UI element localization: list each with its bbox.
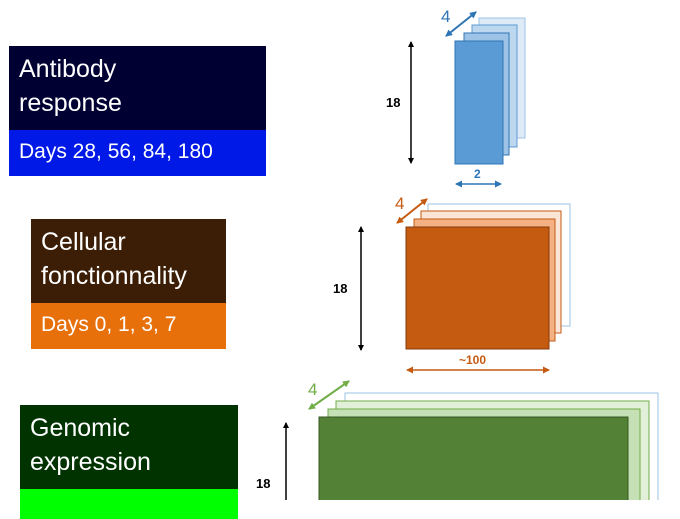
antibody-title-line-1: Antibody xyxy=(19,55,117,83)
data-cube-diagram: 4 18 2 4 18 ~100 4 18 xyxy=(256,7,659,500)
antibody-depth-arrow xyxy=(445,11,477,37)
antibody-title: Antibody response xyxy=(9,46,266,130)
antibody-width-label: 2 xyxy=(474,167,481,181)
genomic-title: Genomic expression xyxy=(20,405,238,489)
antibody-days: Days 28, 56, 84, 180 xyxy=(9,130,266,176)
cellular-title-line-1: Cellular xyxy=(41,228,126,256)
cellular-fonctionnality-label: Cellular fonctionnality Days 0, 1, 3, 7 xyxy=(31,219,226,349)
cellular-front-face xyxy=(405,226,550,350)
cellular-title: Cellular fonctionnality xyxy=(31,219,226,303)
genomic-depth-arrow xyxy=(308,380,350,410)
antibody-cube: 4 18 2 xyxy=(386,7,526,188)
genomic-title-line-1: Genomic xyxy=(30,414,131,442)
cellular-days: Days 0, 1, 3, 7 xyxy=(31,303,226,349)
cellular-height-label: 18 xyxy=(333,281,347,296)
antibody-title-line-2: response xyxy=(19,89,122,117)
antibody-front-face xyxy=(454,40,504,165)
cellular-width-label: ~100 xyxy=(459,353,486,367)
genomic-depth-label: 4 xyxy=(308,380,317,399)
genomic-front-face xyxy=(318,416,629,500)
genomic-height-label: 18 xyxy=(256,476,270,491)
genomic-cube: 4 18 xyxy=(256,380,659,500)
antibody-depth-label: 4 xyxy=(441,7,450,26)
cellular-depth-label: 4 xyxy=(395,194,404,213)
antibody-height-label: 18 xyxy=(386,95,400,110)
antibody-response-label: Antibody response Days 28, 56, 84, 180 xyxy=(9,46,266,176)
genomic-title-line-2: expression xyxy=(30,448,151,476)
cellular-depth-arrow xyxy=(396,198,428,224)
cellular-title-line-2: fonctionnality xyxy=(41,262,187,290)
cellular-cube: 4 18 ~100 xyxy=(333,194,571,374)
